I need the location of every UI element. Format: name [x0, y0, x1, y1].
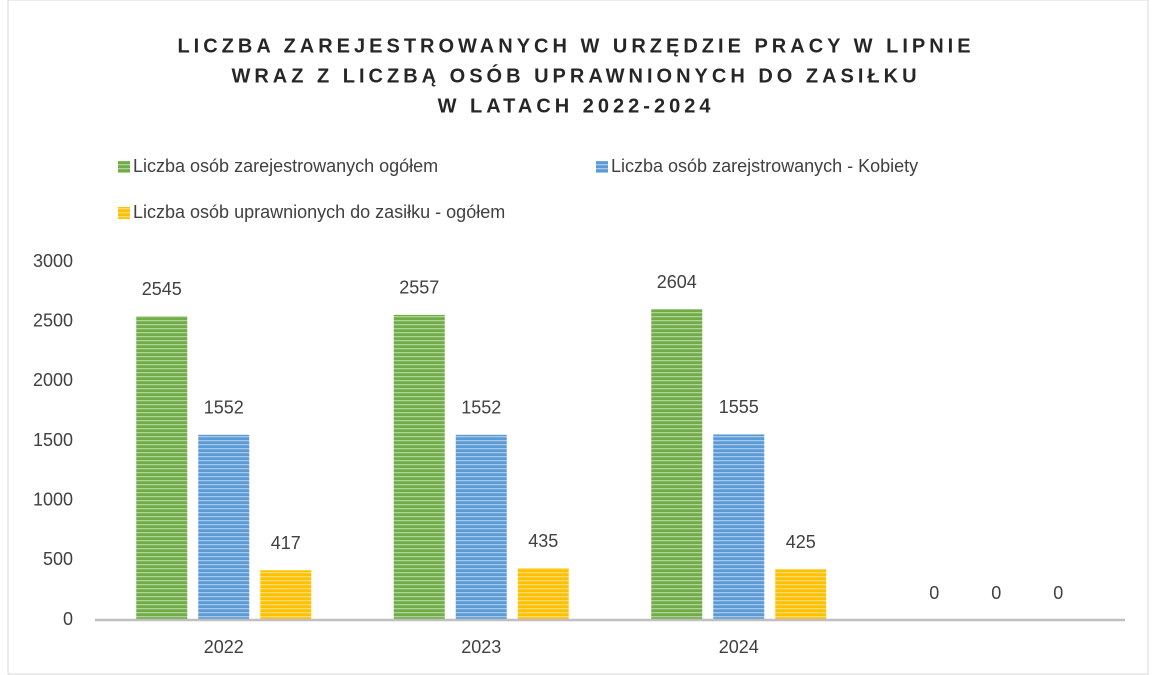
legend-swatch [118, 207, 130, 219]
y-tick-label: 1000 [33, 489, 73, 509]
bar [198, 434, 250, 620]
chart-title: W LATACH 2022-2024 [438, 95, 715, 117]
data-label: 417 [271, 533, 301, 553]
bar [260, 570, 312, 620]
bar [136, 316, 188, 620]
data-label: 2557 [399, 278, 439, 298]
data-label: 2604 [657, 272, 697, 292]
legend-label: Liczba osób zarejestrowanych ogółem [133, 156, 438, 176]
x-tick-label: 2024 [719, 637, 759, 657]
bar [517, 568, 569, 620]
bar [651, 309, 703, 620]
legend-swatch [596, 161, 608, 173]
data-label: 1555 [719, 397, 759, 417]
y-tick-label: 0 [63, 609, 73, 629]
data-label: 1552 [461, 398, 501, 418]
data-label: 425 [786, 532, 816, 552]
x-tick-label: 2023 [461, 637, 501, 657]
data-label: 0 [929, 583, 939, 603]
y-tick-label: 500 [43, 549, 73, 569]
y-tick-label: 2000 [33, 370, 73, 390]
y-tick-label: 3000 [33, 251, 73, 271]
data-label: 435 [528, 531, 558, 551]
data-label: 2545 [142, 279, 182, 299]
bar [775, 569, 827, 620]
legend-label: Liczba osób zarejstrowanych - Kobiety [611, 156, 918, 176]
legend-label: Liczba osób uprawnionych do zasiłku - og… [133, 202, 505, 222]
chart-title: LICZBA ZAREJESTROWANYCH W URZĘDZIE PRACY… [177, 35, 974, 57]
y-tick-label: 2500 [33, 310, 73, 330]
data-label: 0 [991, 583, 1001, 603]
data-label: 0 [1053, 583, 1063, 603]
bar [713, 434, 765, 620]
legend-swatch [118, 161, 130, 173]
bar [455, 434, 507, 620]
bar [393, 314, 445, 620]
y-tick-label: 1500 [33, 430, 73, 450]
data-label: 1552 [204, 398, 244, 418]
chart-title: WRAZ Z LICZBĄ OSÓB UPRAWNIONYCH DO ZASIŁ… [231, 63, 920, 87]
x-tick-label: 2022 [204, 637, 244, 657]
chart-border [7, 0, 1149, 675]
